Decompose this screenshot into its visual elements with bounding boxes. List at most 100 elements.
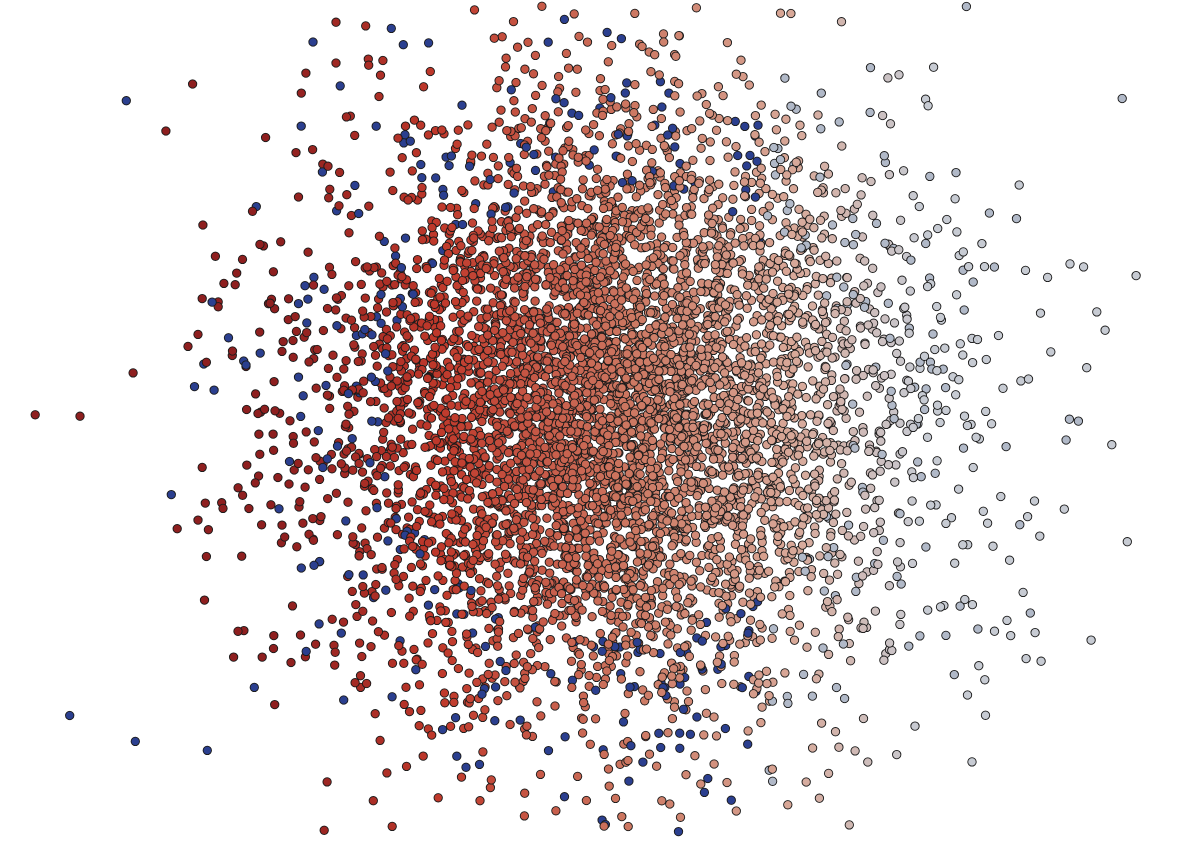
particle-sphere: [360, 293, 370, 303]
particle-sphere: [403, 195, 413, 205]
particle-sphere: [691, 557, 702, 567]
particle-sphere: [561, 400, 571, 411]
particle-sphere: [1082, 363, 1092, 373]
particle-sphere: [655, 552, 666, 562]
particle-sphere: [342, 190, 352, 200]
particle-sphere: [379, 427, 389, 437]
particle-sphere: [695, 116, 705, 126]
particle-sphere: [244, 503, 254, 514]
particle-sphere: [257, 652, 267, 662]
particle-sphere: [467, 330, 477, 341]
particle-sphere: [318, 462, 328, 473]
particle-sphere: [540, 661, 550, 672]
particle-sphere: [423, 600, 434, 610]
particle-sphere: [863, 320, 873, 330]
particle-sphere: [989, 262, 1000, 272]
particle-sphere: [411, 148, 422, 158]
particle-sphere: [199, 595, 210, 605]
particle-sphere: [1022, 511, 1033, 522]
particle-sphere: [1025, 608, 1035, 618]
particle-sphere: [819, 586, 829, 596]
particle-sphere: [703, 773, 713, 784]
particle-sphere: [974, 661, 984, 671]
particle-sphere: [980, 710, 991, 720]
particle-sphere: [493, 641, 503, 651]
particle-sphere: [675, 743, 685, 753]
particle-sphere: [501, 665, 511, 676]
particle-sphere: [457, 275, 468, 286]
particle-sphere: [520, 196, 530, 206]
particle-sphere: [816, 88, 826, 98]
particle-sphere: [198, 220, 208, 230]
particle-sphere: [646, 630, 656, 641]
particle-sphere: [330, 660, 340, 670]
particle-sphere: [624, 776, 634, 786]
particle-sphere: [361, 678, 372, 689]
particle-sphere: [496, 105, 506, 115]
particle-sphere: [791, 356, 802, 366]
particle-sphere: [375, 70, 386, 80]
particle-sphere: [323, 363, 334, 374]
particle-sphere: [1002, 615, 1012, 626]
particle-sphere: [412, 254, 423, 265]
particle-sphere: [201, 551, 212, 562]
particle-sphere: [394, 640, 404, 651]
particle-sphere: [913, 457, 923, 467]
particle-sphere: [675, 107, 685, 117]
particle-sphere: [620, 708, 630, 719]
particle-sphere: [569, 9, 579, 19]
particle-sphere: [438, 190, 449, 200]
particle-sphere: [515, 715, 525, 725]
particle-sphere: [781, 114, 791, 124]
particle-sphere: [484, 461, 494, 471]
particle-sphere: [692, 91, 702, 101]
particle-sphere: [651, 761, 662, 771]
particle-sphere: [237, 490, 248, 500]
particle-sphere: [441, 617, 451, 628]
particle-sphere: [452, 210, 463, 220]
particle-sphere: [543, 745, 554, 756]
particle-sphere: [410, 297, 420, 308]
particle-sphere: [524, 567, 535, 577]
particle-sphere: [350, 678, 360, 688]
particle-sphere: [809, 223, 819, 233]
particle-sphere: [30, 410, 40, 420]
particle-sphere: [958, 443, 969, 453]
particle-sphere: [310, 639, 321, 649]
particle-sphere: [690, 530, 701, 540]
particle-sphere: [623, 821, 633, 832]
particle-sphere: [402, 331, 412, 341]
particle-sphere: [823, 418, 833, 429]
particle-sphere: [559, 14, 570, 25]
particle-sphere: [268, 429, 278, 439]
particle-sphere: [572, 64, 582, 74]
particle-sphere: [591, 173, 601, 184]
particle-sphere: [762, 678, 772, 689]
particle-sphere: [830, 727, 841, 737]
particle-sphere: [502, 426, 512, 436]
particle-sphere: [477, 416, 487, 427]
particle-sphere: [361, 506, 371, 516]
particle-sphere: [437, 724, 448, 735]
particle-sphere: [914, 516, 925, 526]
particle-sphere: [383, 498, 394, 508]
particle-sphere: [932, 301, 942, 312]
particle-sphere: [415, 488, 426, 498]
particle-sphere: [697, 133, 707, 144]
particle-sphere: [218, 503, 228, 514]
particle-sphere: [1015, 520, 1025, 530]
particle-sphere: [500, 202, 511, 213]
particle-sphere: [686, 318, 696, 328]
particle-sphere: [754, 678, 764, 688]
particle-sphere: [506, 458, 516, 468]
particle-sphere: [423, 538, 434, 548]
particle-sphere: [400, 342, 410, 353]
particle-sphere: [230, 280, 240, 290]
particle-sphere: [684, 651, 695, 662]
particle-sphere: [526, 117, 536, 127]
particle-sphere: [296, 121, 306, 131]
particle-sphere: [409, 115, 420, 125]
particle-sphere: [440, 298, 451, 308]
particle-sphere: [331, 17, 341, 27]
particle-sphere: [790, 463, 801, 473]
